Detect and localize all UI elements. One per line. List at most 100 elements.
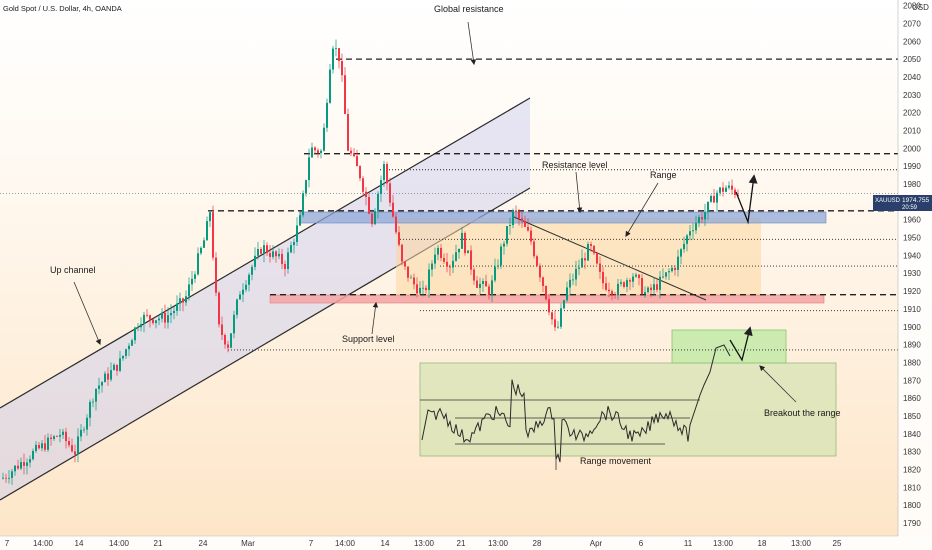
- candle-body: [71, 445, 73, 452]
- candle-body: [23, 461, 25, 466]
- candle-body: [215, 257, 217, 293]
- candle-body: [620, 282, 622, 284]
- price-tick-label: 1930: [903, 269, 921, 278]
- candle-body: [368, 196, 370, 214]
- time-tick-label: 14:00: [109, 539, 130, 548]
- time-tick-label: 21: [457, 539, 466, 548]
- time-tick-label: 14:00: [33, 539, 54, 548]
- candle-body: [227, 344, 229, 348]
- time-tick-label: Mar: [241, 539, 255, 548]
- candle-body: [104, 373, 106, 383]
- candle-body: [206, 221, 208, 241]
- time-tick-label: 25: [833, 539, 842, 548]
- candle-body: [362, 178, 364, 192]
- candle-body: [17, 465, 19, 469]
- candle-body: [644, 292, 646, 294]
- candle-body: [113, 364, 115, 371]
- time-tick-label: 13:00: [488, 539, 509, 548]
- candle-body: [410, 277, 412, 279]
- candle-body: [317, 150, 319, 154]
- candle-body: [236, 299, 238, 315]
- candle-body: [584, 258, 586, 261]
- price-tick-label: 2010: [903, 126, 921, 135]
- candle-body: [464, 232, 466, 254]
- candle-body: [2, 477, 4, 479]
- candle-body: [248, 274, 250, 285]
- candle-body: [83, 429, 85, 431]
- price-tick-label: 1850: [903, 412, 921, 421]
- candle-body: [572, 279, 574, 281]
- descending-trendline: [513, 216, 707, 301]
- range-movement-box: [419, 362, 837, 457]
- candle-body: [554, 319, 556, 328]
- candle-body: [266, 245, 268, 254]
- candle-body: [299, 215, 301, 226]
- candle-body: [539, 265, 541, 278]
- candle-body: [728, 185, 730, 188]
- candle-body: [131, 340, 133, 346]
- candle-body: [68, 441, 70, 446]
- candle-body: [395, 216, 397, 233]
- candle-body: [458, 248, 460, 253]
- candle-body: [653, 284, 655, 291]
- candle-body: [533, 241, 535, 257]
- range-movement-label: Range movement: [580, 456, 652, 466]
- candle-body: [407, 266, 409, 278]
- candle-body: [185, 296, 187, 303]
- candle-body: [218, 292, 220, 325]
- candle-body: [725, 187, 727, 192]
- candle-body: [569, 279, 571, 288]
- candle-body: [590, 244, 592, 246]
- time-tick-label: 13:00: [713, 539, 734, 548]
- candle-body: [521, 218, 523, 222]
- time-tick-label: 24: [199, 539, 208, 548]
- time-tick-label: 6: [639, 539, 644, 548]
- candle-body: [437, 247, 439, 255]
- candle-body: [224, 334, 226, 345]
- candle-body: [578, 267, 580, 269]
- candle-body: [44, 443, 46, 450]
- candle-body: [377, 194, 379, 212]
- candle-body: [440, 247, 442, 258]
- time-tick-label: 13:00: [791, 539, 812, 548]
- candle-body: [230, 333, 232, 348]
- candle-body: [635, 274, 637, 277]
- candle-body: [311, 147, 313, 158]
- candle-body: [494, 266, 496, 281]
- candle-body: [530, 230, 532, 242]
- global-resistance-arrow: [467, 21, 477, 66]
- candle-body: [95, 388, 97, 402]
- candle-body: [80, 429, 82, 437]
- price-tag-symbol: XAUUSD: [875, 198, 901, 204]
- candle-body: [566, 287, 568, 301]
- range-arrow: [625, 182, 659, 237]
- candle-body: [62, 431, 64, 435]
- candle-body: [200, 247, 202, 254]
- candle-body: [623, 282, 625, 287]
- time-tick-label: 14: [75, 539, 84, 548]
- candle-body: [575, 268, 577, 280]
- candle-body: [74, 451, 76, 455]
- candle-body: [731, 185, 733, 190]
- resistance-arrow: [575, 171, 583, 214]
- candle-body: [656, 284, 658, 290]
- candle-body: [107, 373, 109, 380]
- candle-body: [431, 263, 433, 270]
- candle-body: [323, 127, 325, 151]
- candle-body: [365, 191, 367, 197]
- candle-body: [182, 298, 184, 303]
- candle-body: [659, 276, 661, 290]
- support-level-label: Support level: [342, 334, 395, 344]
- candle-body: [137, 327, 139, 329]
- candle-body: [314, 147, 316, 151]
- candle-body: [704, 212, 706, 220]
- candle-body: [302, 193, 304, 216]
- price-tick-label: 1980: [903, 180, 921, 189]
- candle-body: [581, 258, 583, 268]
- candle-body: [20, 461, 22, 469]
- candle-body: [338, 48, 340, 62]
- candle-body: [158, 318, 160, 321]
- price-tick-label: 1790: [903, 519, 921, 528]
- candle-body: [491, 280, 493, 296]
